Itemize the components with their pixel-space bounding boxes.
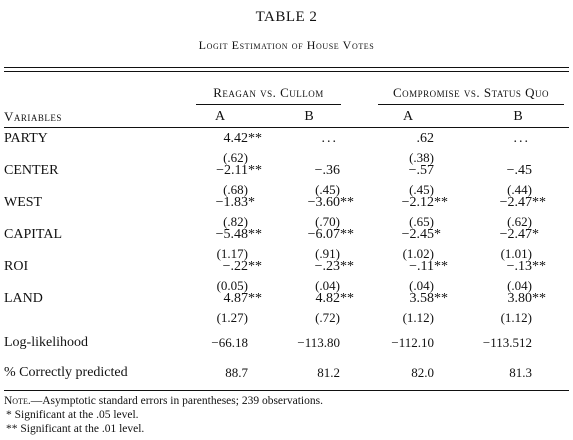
group-rule [196,104,341,105]
summary-cell: 81.3 [509,365,532,380]
significance-note: * Significant at the .05 level. [6,409,139,421]
column-header: B [513,109,523,124]
coefficient-cell: −.11 ** [409,259,448,274]
row-label-party: PARTY [4,131,48,146]
coefficient-cell: −6.07 ** [307,227,354,242]
standard-error-cell: (.68) [223,182,248,197]
coefficient-cell: 3.58 ** [409,291,449,306]
standard-error-cell: (1.12) [402,310,434,325]
table-notes: Note.—Asymptotic standard errors in pare… [4,394,323,436]
standard-error-cell: (0.05) [216,278,248,293]
standard-error-cell: (.04) [315,278,340,293]
standard-error-cell: (.91) [315,246,340,261]
coefficient-cell: −2.45 * [401,227,441,242]
row-label-capital: CAPITAL [4,227,62,242]
coefficient-cell: 4.42 ** [223,131,263,146]
table-title: TABLE 2 [255,9,318,25]
summary-label: % Correctly predicted [4,365,128,380]
standard-error-cell: (.62) [223,150,248,165]
summary-cell: −113.80 [297,335,340,350]
standard-error-cell: (.45) [409,182,434,197]
group-header-reagan-cullom: Reagan vs. Cullom [213,85,324,100]
summary-cell: −113.512 [482,335,532,350]
standard-error-cell: (.82) [223,214,248,229]
table-subtitle: Logit Estimation of House Votes [198,38,375,52]
summary-cell: −112.10 [391,335,434,350]
row-label-roi: ROI [4,259,29,274]
standard-error-cell: (.04) [409,278,434,293]
coefficient-cell: −5.48 ** [215,227,262,242]
coefficient-cell: −.45 [506,163,532,178]
row-label-land: LAND [4,291,43,306]
standard-error-cell: (.72) [315,310,340,325]
coefficient-cell: −2.11 ** [216,163,262,178]
coefficient-cell: −3.60 ** [307,195,354,210]
note-text: —Asymptotic standard errors in parenthes… [30,395,323,407]
summary-cell: 88.7 [225,365,248,380]
standard-error-cell: (1.12) [500,310,532,325]
row-label-west: WEST [4,195,43,210]
header-rule [4,127,569,128]
note-label: Note. [4,395,31,407]
row-label-center: CENTER [4,163,59,178]
coefficient-cell: −2.12 ** [401,195,448,210]
summary-label: Log-likelihood [4,335,88,350]
group-rule [378,104,564,105]
summary-cell: 82.0 [411,365,434,380]
coefficient-cell: −.36 [314,163,340,178]
coefficient-cell: 4.87 ** [223,291,263,306]
coefficient-cell: −.22 ** [222,259,262,274]
coefficient-cell: −.13 ** [506,259,546,274]
coefficient-cell: −2.47 * [499,227,539,242]
coefficient-cell: ... [321,131,338,146]
standard-error-cell: (1.01) [500,246,532,261]
coefficient-cell: 4.82 ** [315,291,355,306]
coefficient-cell: −1.83 * [215,195,255,210]
top-rule [4,67,569,68]
standard-error-cell: (.45) [315,182,340,197]
standard-error-cell: (.04) [507,278,532,293]
coefficient-cell: −.23 ** [314,259,354,274]
coefficient-cell: 3.80 ** [507,291,547,306]
significance-note: ** Significant at the .01 level. [6,423,145,435]
coefficient-cell: −.57 [408,163,434,178]
note-line: Note.—Asymptotic standard errors in pare… [4,394,323,408]
variables-header: Variables [4,109,62,124]
bottom-rule [4,390,569,391]
coefficient-cell: .62 [416,131,435,146]
summary-cell: −66.18 [211,335,248,350]
coefficient-cell: −2.47 ** [499,195,546,210]
standard-error-cell: (1.27) [216,310,248,325]
column-header: A [402,109,414,124]
top-rule-double [4,71,569,72]
standard-error-cell: (.44) [507,182,532,197]
column-header: A [214,109,226,124]
coefficient-cell: ... [513,131,530,146]
standard-error-cell: (1.17) [216,246,248,261]
column-header: B [304,109,314,124]
group-header-compromise-status-quo: Compromise vs. Status Quo [392,85,550,100]
standard-error-cell: (.62) [507,214,532,229]
summary-cell: 81.2 [317,365,340,380]
standard-error-cell: (.70) [315,214,340,229]
standard-error-cell: (.38) [409,150,434,165]
standard-error-cell: (.65) [409,214,434,229]
standard-error-cell: (1.02) [402,246,434,261]
